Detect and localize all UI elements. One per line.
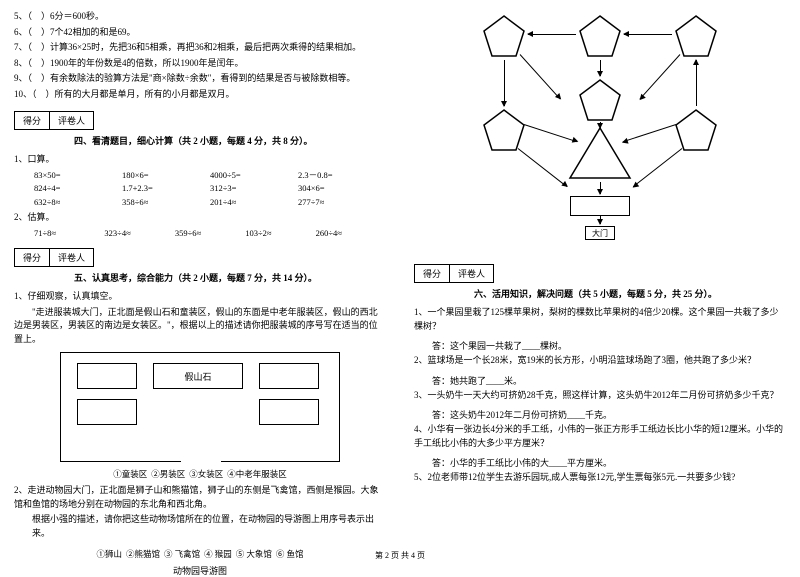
- calc1-row-0: 83×50= 180×6= 4000÷5= 2.3－0.8=: [34, 169, 386, 183]
- c: 103÷2≈: [245, 227, 315, 241]
- map-slot-n: 假山石: [153, 363, 243, 389]
- pentagon-icon: [482, 108, 526, 152]
- score-box-5: 得分 评卷人: [14, 248, 94, 267]
- c: 4000÷5=: [210, 169, 298, 183]
- arrow-icon: [518, 148, 567, 187]
- pentagon-icon: [674, 108, 718, 152]
- tf-q5: 5、（ ）6分＝600秒。: [14, 10, 386, 24]
- triangle-icon: [566, 126, 634, 182]
- map-gate: [181, 454, 221, 462]
- tf-q10: 10、（ ）所有的大月都是单月，所有的小月都是双月。: [14, 88, 386, 102]
- arrow-icon: [528, 34, 576, 35]
- q5-1-options: ①童装区 ②男装区 ③女装区 ④中老年服装区: [14, 468, 386, 480]
- map-center-label: 假山石: [154, 370, 242, 383]
- tf-q6: 6、（ ）7个42相加的和是69。: [14, 26, 386, 40]
- opt: ④中老年服装区: [227, 468, 287, 480]
- pentagon-icon: [482, 14, 526, 58]
- section5-title: 五、认真思考，综合能力（共 2 小题，每题 7 分，共 14 分）。: [74, 271, 386, 284]
- gate-label: 大门: [585, 226, 615, 240]
- score-label-b: 评卷人: [50, 112, 93, 129]
- q6-3-ans: 答：这头奶牛2012年二月份可挤奶____千克。: [432, 408, 786, 421]
- rect-node: [570, 196, 630, 216]
- arrow-icon: [633, 148, 682, 187]
- q6-1-ans: 答：这个果园一共栽了____棵树。: [432, 339, 786, 352]
- pentagon-icon: [578, 14, 622, 58]
- arrow-icon: [600, 182, 601, 194]
- arrow-icon: [696, 60, 697, 106]
- c: 201÷4≈: [210, 196, 298, 210]
- score-box-6: 得分 评卷人: [414, 264, 494, 283]
- section4-title: 四、看清题目，细心计算（共 2 小题，每题 4 分，共 8 分）。: [74, 134, 386, 147]
- c: 277÷7≈: [298, 196, 386, 210]
- map-slot-sw: [77, 399, 137, 425]
- q5-2-body: 根据小强的描述，请你把这些动物场馆所在的位置，在动物园的导游图上用序号表示出来。: [14, 513, 386, 540]
- map-slot-nw: [77, 363, 137, 389]
- calc2-row-0: 71÷8≈ 323÷4≈ 359÷6≈ 103÷2≈ 260÷4≈: [34, 227, 386, 241]
- tf-q8: 8、（ ）1900年的年份数是4的倍数，所以1900年是闰年。: [14, 57, 386, 71]
- opt: ②男装区: [151, 468, 185, 480]
- c: 71÷8≈: [34, 227, 104, 241]
- pentagon-icon: [674, 14, 718, 58]
- section6-title: 六、活用知识，解决问题（共 5 小题，每题 5 分，共 25 分）。: [474, 287, 786, 300]
- q5-1-body: "走进服装城大门，正北面是假山石和童装区，假山的东面是中老年服装区，假山的西北边…: [14, 306, 386, 347]
- zoo-diagram: 大门: [470, 8, 730, 248]
- pentagon-icon: [578, 78, 622, 122]
- c: 358÷6≈: [122, 196, 210, 210]
- score-label-b: 评卷人: [50, 249, 93, 266]
- q6-4-ans: 答：小华的手工纸比小伟的大____平方厘米。: [432, 456, 786, 469]
- opt: ③女装区: [189, 468, 223, 480]
- q5-2-num: 2、走进动物园大门，正北面是狮子山和熊猫馆，狮子山的东侧是飞禽馆，西侧是猴园。大…: [14, 484, 386, 511]
- page-footer: 第 2 页 共 4 页: [0, 550, 800, 561]
- c: 1.7+2.3=: [122, 182, 210, 196]
- calc1-row-1: 824÷4= 1.7+2.3= 312÷3= 304×6=: [34, 182, 386, 196]
- score-box-4: 得分 评卷人: [14, 111, 94, 130]
- c: 83×50=: [34, 169, 122, 183]
- opt: ①童装区: [113, 468, 147, 480]
- c: 359÷6≈: [175, 227, 245, 241]
- c: 824÷4=: [34, 182, 122, 196]
- c: 312÷3=: [210, 182, 298, 196]
- calc1-row-2: 632÷8≈ 358÷6≈ 201÷4≈ 277÷7≈: [34, 196, 386, 210]
- q6-2-ans: 答：她共跑了____米。: [432, 374, 786, 387]
- c: 260÷4≈: [316, 227, 386, 241]
- arrow-icon: [639, 54, 680, 99]
- score-label-a: 得分: [15, 112, 50, 129]
- q6-5: 5、2位老师带12位学生去游乐园玩,成人票每张12元,学生票每张5元.一共要多少…: [414, 471, 786, 485]
- c: 304×6=: [298, 182, 386, 196]
- q6-4: 4、小华有一张边长4分米的手工纸，小伟的一张正方形手工纸边长比小华的短12厘米。…: [414, 423, 786, 450]
- calc1-label: 1、口算。: [14, 153, 386, 167]
- q6-2: 2、篮球场是一个长28米，宽19米的长方形，小明沿篮球场跑了3圈，他共跑了多少米…: [414, 354, 786, 368]
- c: 2.3－0.8=: [298, 169, 386, 183]
- arrow-icon: [520, 54, 561, 99]
- q6-1: 1、一个果园里栽了125棵苹果树，梨树的棵数比苹果树的4倍少20棵。这个果园一共…: [414, 306, 786, 333]
- score-label-a: 得分: [15, 249, 50, 266]
- arrow-icon: [600, 122, 601, 128]
- map-slot-ne: [259, 363, 319, 389]
- arrow-icon: [624, 34, 672, 35]
- arrow-icon: [600, 216, 601, 224]
- arrow-icon: [600, 60, 601, 76]
- c: 632÷8≈: [34, 196, 122, 210]
- c: 323÷4≈: [104, 227, 174, 241]
- clothing-map: 假山石: [60, 352, 340, 462]
- tf-q7: 7、（ ）计算36×25时，先把36和5相乘，再把36和2相乘，最后把两次乘得的…: [14, 41, 386, 55]
- left-column: 5、（ ）6分＝600秒。 6、（ ）7个42相加的和是69。 7、（ ）计算3…: [0, 0, 400, 565]
- score-label-a: 得分: [415, 265, 450, 282]
- arrow-icon: [504, 60, 505, 106]
- right-column: 大门 得分 评卷人 六、活用知识，解决问题（共 5 小题，每题 5 分，共 25…: [400, 0, 800, 565]
- map-slot-se: [259, 399, 319, 425]
- q5-1-num: 1、仔细观察，认真填空。: [14, 290, 386, 304]
- q5-2-sub: 动物园导游图: [14, 564, 386, 577]
- tf-q9: 9、（ ）有余数除法的验算方法是"商×除数÷余数"，看得到的结果是否与被除数相等…: [14, 72, 386, 86]
- score-label-b: 评卷人: [450, 265, 493, 282]
- q6-3: 3、一头奶牛一天大约可挤奶28千克，照这样计算，这头奶牛2012年二月份可挤奶多…: [414, 389, 786, 403]
- calc2-label: 2、估算。: [14, 211, 386, 225]
- c: 180×6=: [122, 169, 210, 183]
